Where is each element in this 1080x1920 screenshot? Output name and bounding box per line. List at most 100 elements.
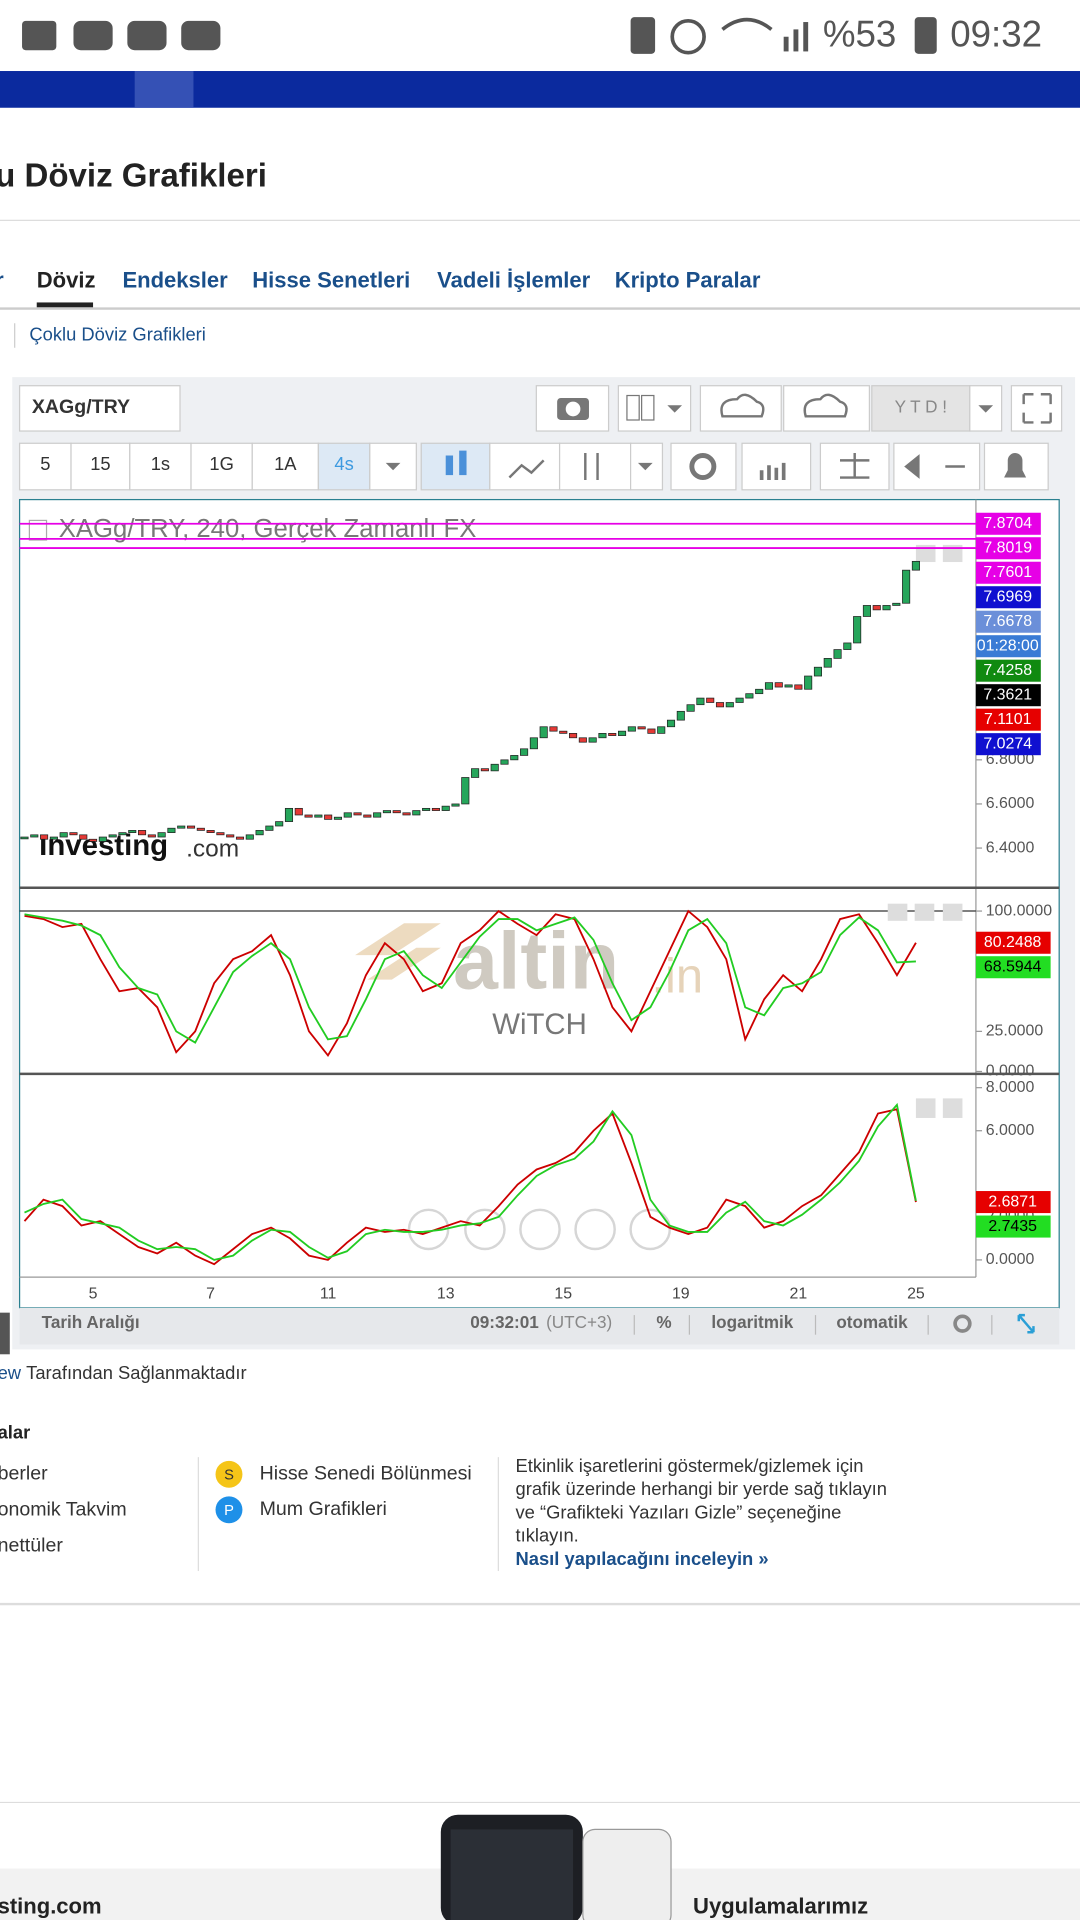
ytd-button[interactable]: Y T D ! xyxy=(895,396,947,416)
watermark: .in xyxy=(651,950,703,1004)
section-link[interactable]: berler xyxy=(0,1462,48,1484)
candle xyxy=(157,832,166,838)
candle xyxy=(382,810,391,814)
nav-active xyxy=(36,302,94,308)
candle xyxy=(461,777,470,805)
date-range[interactable]: Tarih Aralığı xyxy=(42,1312,140,1332)
candle xyxy=(549,726,558,732)
x-tick-label: 5 xyxy=(89,1285,98,1302)
candle xyxy=(755,688,764,695)
candle xyxy=(882,605,891,611)
candle xyxy=(745,693,754,699)
candle xyxy=(500,759,509,765)
watermark: .com xyxy=(186,835,239,862)
candle xyxy=(539,726,548,739)
candle xyxy=(108,834,117,838)
candle xyxy=(294,807,303,816)
nav-tab[interactable]: Kripto Paralar xyxy=(615,267,761,292)
interval-label: 5 xyxy=(40,453,50,474)
candle xyxy=(902,569,911,604)
interval-label: 1G xyxy=(209,453,233,474)
candle xyxy=(255,830,264,836)
breadcrumb[interactable]: Çoklu Döviz Grafikleri xyxy=(29,323,206,344)
candle xyxy=(598,733,607,739)
price-label: 7.3621 xyxy=(983,686,1032,703)
candle xyxy=(216,832,225,836)
candle xyxy=(559,730,568,734)
y-tick-label: 8.0000 xyxy=(986,1079,1035,1096)
candle xyxy=(833,649,842,659)
price-label-box xyxy=(975,512,1041,535)
price-label: 7.1101 xyxy=(984,711,1032,728)
interval-label: 4s xyxy=(334,453,353,474)
nav-tab[interactable]: Vadeli İşlemler xyxy=(437,267,591,292)
tool-buttons[interactable] xyxy=(369,442,1049,491)
legend-icon-label: P xyxy=(224,1503,234,1519)
candle xyxy=(725,702,734,708)
settings-icon[interactable] xyxy=(953,1314,972,1333)
candle xyxy=(676,710,685,721)
candle xyxy=(637,726,646,730)
section-link[interactable]: nettüler xyxy=(0,1535,63,1557)
interval-label: 1A xyxy=(274,453,297,474)
candle xyxy=(794,684,803,690)
watermark: altin xyxy=(453,917,619,1007)
candle xyxy=(666,719,676,728)
candle xyxy=(314,814,323,818)
provider-link[interactable]: ew xyxy=(0,1362,22,1383)
info-line: grafik üzerinde herhangi bir yerde sağ t… xyxy=(516,1478,887,1499)
pane-buttons[interactable] xyxy=(887,544,963,1118)
candle xyxy=(89,838,98,842)
candle xyxy=(333,816,342,820)
candle xyxy=(872,605,881,611)
candle xyxy=(412,810,421,816)
price-label: 7.7601 xyxy=(983,564,1032,581)
x-tick-label: 11 xyxy=(320,1285,337,1302)
interval-button[interactable] xyxy=(190,442,253,491)
candle xyxy=(784,684,793,688)
candle xyxy=(265,825,274,831)
fullscreen-icon[interactable] xyxy=(1017,1313,1035,1334)
candle xyxy=(177,825,186,829)
nav-tab[interactable]: r xyxy=(0,267,4,292)
percent-toggle[interactable]: % xyxy=(656,1312,671,1332)
candle xyxy=(20,836,29,840)
auto-toggle[interactable]: otomatik xyxy=(836,1312,908,1332)
price-label-box xyxy=(975,708,1041,731)
footer-brand: sting.com xyxy=(0,1894,102,1919)
candle xyxy=(618,730,627,736)
y-tick-label: 6.6000 xyxy=(986,795,1035,812)
candle xyxy=(706,697,715,703)
nav-tab[interactable]: Endeksler xyxy=(122,267,228,292)
watermark-logo xyxy=(355,923,441,980)
timezone: (UTC+3) xyxy=(546,1312,612,1332)
zoom-controls[interactable] xyxy=(407,1208,672,1251)
candle xyxy=(353,812,362,816)
y-tick-label: 25.0000 xyxy=(986,1023,1044,1040)
nav-tab[interactable]: Döviz xyxy=(37,267,96,292)
candle xyxy=(911,560,920,571)
y-tick-label: 0.0000 xyxy=(986,1251,1035,1268)
info-link[interactable]: Nasıl yapılacağını inceleyin » xyxy=(516,1548,769,1569)
edge-tab xyxy=(0,1312,10,1355)
series-icon xyxy=(28,519,48,541)
candle xyxy=(343,812,352,818)
interval-button[interactable] xyxy=(70,442,131,491)
last-value-box xyxy=(975,1215,1051,1238)
symbol-input[interactable] xyxy=(18,385,181,432)
candle xyxy=(304,814,313,818)
log-toggle[interactable]: logaritmik xyxy=(711,1312,793,1332)
nav-tab[interactable]: Hisse Senetleri xyxy=(252,267,410,292)
indicator-line xyxy=(23,1108,917,1266)
candle xyxy=(40,834,49,840)
interval-button[interactable] xyxy=(251,442,319,491)
section-link[interactable]: onomik Takvim xyxy=(0,1499,127,1521)
candle xyxy=(98,836,107,842)
x-tick-label: 19 xyxy=(672,1285,690,1302)
indicator-line xyxy=(24,913,916,1044)
y-tick-label: 6.0000 xyxy=(986,1122,1035,1139)
intervals: 5 15 1s 1G 1A 4s xyxy=(18,442,371,491)
price-label: 7.6678 xyxy=(983,613,1032,630)
candle xyxy=(735,697,744,703)
